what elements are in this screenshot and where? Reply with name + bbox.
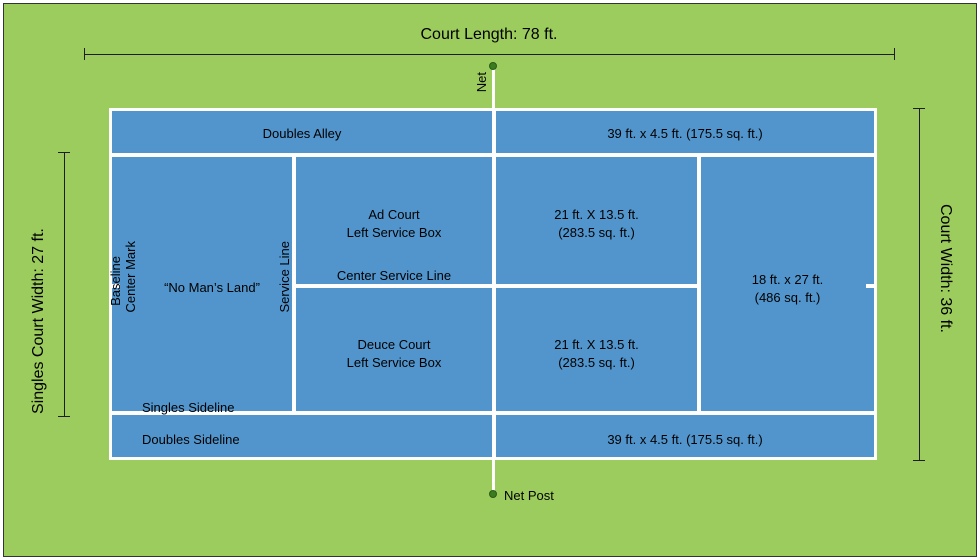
net-post-label: Net Post <box>504 488 554 503</box>
singles-width-ruler-tick-bottom <box>58 416 70 417</box>
back-court-dim-label: 18 ft. x 27 ft. (486 sq. ft.) <box>701 271 874 307</box>
net-bottom-post-dot <box>489 490 497 498</box>
right-service-top-dim: 21 ft. X 13.5 ft. (283.5 sq. ft.) <box>496 206 697 242</box>
right-service-bottom-dim: 21 ft. X 13.5 ft. (283.5 sq. ft.) <box>496 336 697 372</box>
court-length-ruler-tick-left <box>84 48 85 60</box>
court-length-ruler-tick-right <box>894 48 895 60</box>
center-service-line-label: Center Service Line <box>296 267 492 285</box>
center-mark-label: Center Mark <box>123 241 138 313</box>
court-width-ruler-tick-top <box>913 108 925 109</box>
deuce-court-label: Deuce Court Left Service Box <box>296 336 492 372</box>
ad-court-l1: Ad Court <box>368 207 419 222</box>
singles-width-ruler-tick-top <box>58 152 70 153</box>
right-service-top-l1: 21 ft. X 13.5 ft. <box>554 207 639 222</box>
court-length-ruler <box>84 54 894 55</box>
right-service-bottom-l1: 21 ft. X 13.5 ft. <box>554 337 639 352</box>
court-width-ruler <box>919 108 920 460</box>
baseline-label: Baseline <box>108 256 123 306</box>
alley-dim-bottom-label: 39 ft. x 4.5 ft. (175.5 sq. ft.) <box>496 431 874 449</box>
back-court-l2: (486 sq. ft.) <box>755 290 821 305</box>
ad-court-l2: Left Service Box <box>347 225 442 240</box>
deuce-court-l2: Left Service Box <box>347 355 442 370</box>
net-top-post-dot <box>489 62 497 70</box>
singles-width-ruler <box>64 152 65 416</box>
back-court-l1: 18 ft. x 27 ft. <box>752 272 824 287</box>
deuce-court-l1: Deuce Court <box>358 337 431 352</box>
doubles-alley-label: Doubles Alley <box>112 125 492 143</box>
right-service-top-l2: (283.5 sq. ft.) <box>558 225 635 240</box>
court-length-label: Court Length: 78 ft. <box>304 26 674 44</box>
singles-sideline-label: Singles Sideline <box>142 399 302 417</box>
no-mans-land-label: “No Man’s Land” <box>132 279 292 297</box>
diagram-frame: Court Length: 78 ft. Singles Court Width… <box>3 3 977 557</box>
net-label: Net <box>474 72 489 92</box>
tennis-court: Doubles Alley 39 ft. x 4.5 ft. (175.5 sq… <box>109 108 877 460</box>
service-line-label: Service Line <box>277 241 292 313</box>
ad-court-label: Ad Court Left Service Box <box>296 206 492 242</box>
singles-width-label: Singles Court Width: 27 ft. <box>30 154 48 414</box>
court-width-ruler-tick-bottom <box>913 460 925 461</box>
right-service-bottom-l2: (283.5 sq. ft.) <box>558 355 635 370</box>
doubles-sideline-label: Doubles Sideline <box>142 431 302 449</box>
court-width-label: Court Width: 36 ft. <box>936 204 954 364</box>
alley-dim-top-label: 39 ft. x 4.5 ft. (175.5 sq. ft.) <box>496 125 874 143</box>
